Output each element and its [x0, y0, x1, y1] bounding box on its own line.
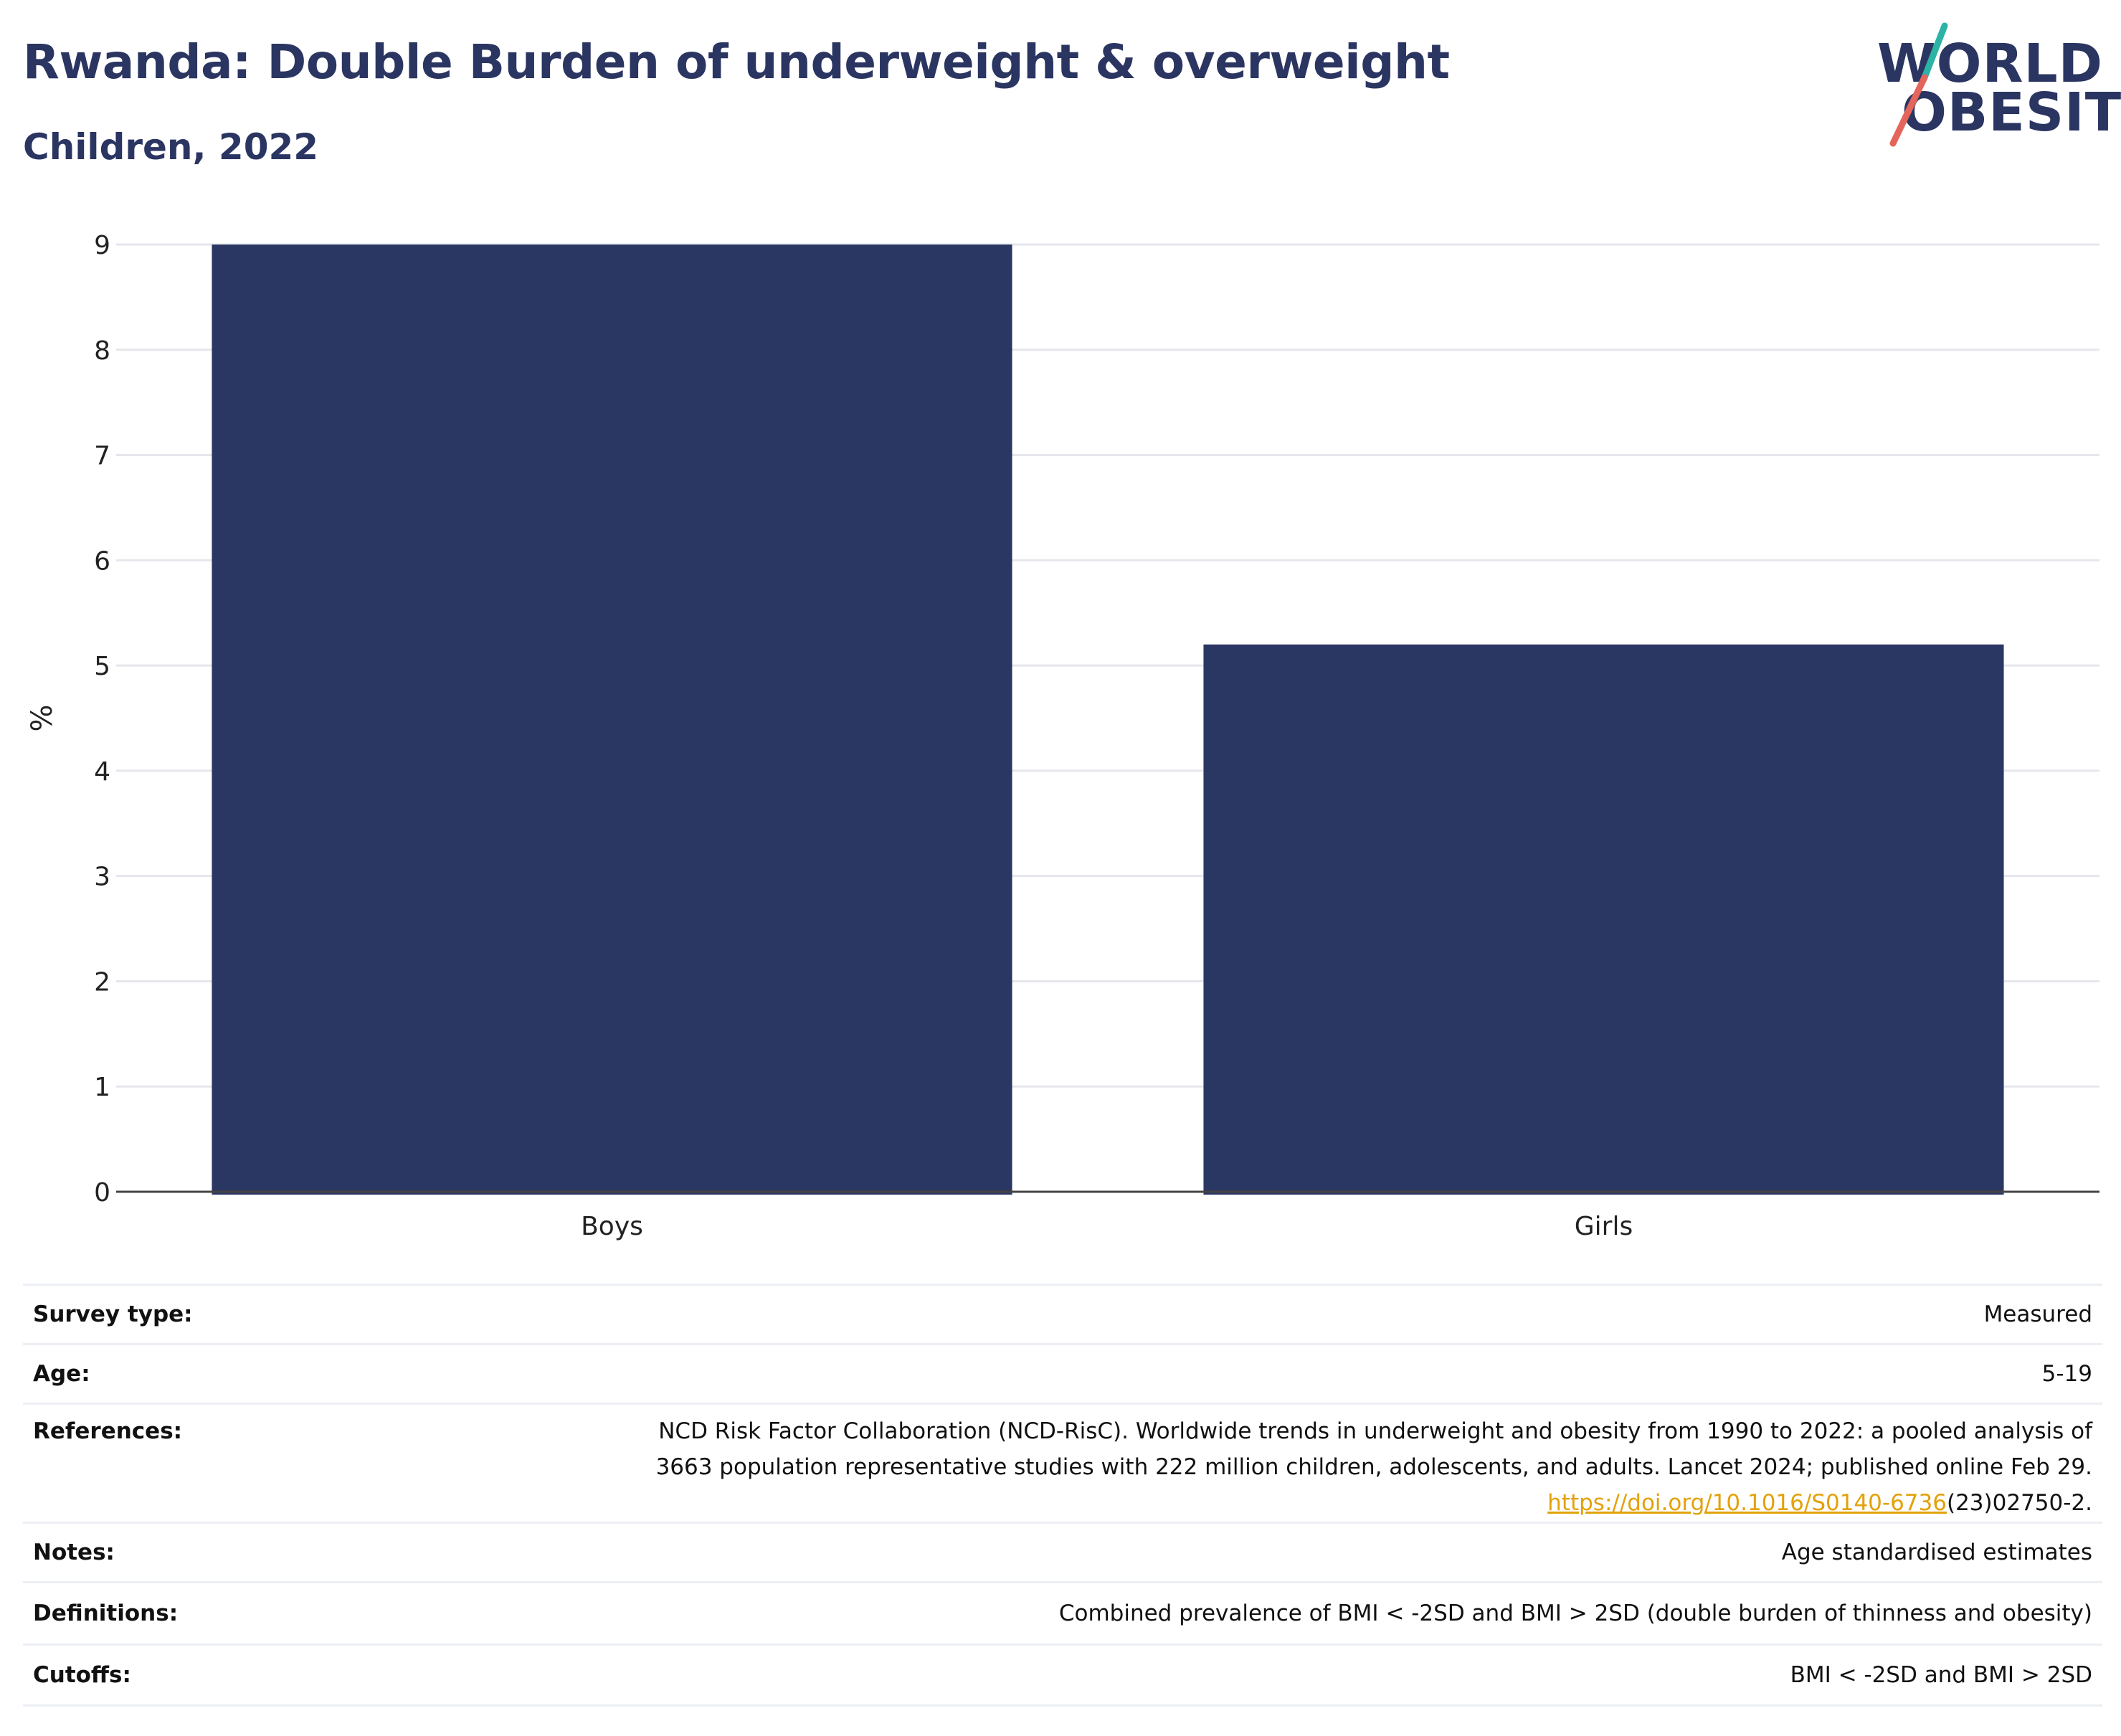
cutoffs-value: BMI < -2SD and BMI > 2SD — [1790, 1662, 2092, 1688]
survey-type-label: Survey type: — [33, 1301, 193, 1327]
y-tick-label: 0 — [94, 1178, 110, 1208]
logo-text-obesity: OBESITY — [1902, 82, 2121, 143]
references-label: References: — [33, 1418, 183, 1444]
y-tick-label: 3 — [94, 863, 110, 892]
references-line-1: NCD Risk Factor Collaboration (NCD-RisC)… — [658, 1418, 2092, 1444]
notes-label: Notes: — [33, 1540, 115, 1565]
y-tick-label: 8 — [94, 336, 110, 366]
survey-type-value: Measured — [1983, 1301, 2092, 1327]
cutoffs-label: Cutoffs: — [33, 1662, 131, 1688]
references-line-2: 3663 population representative studies w… — [655, 1454, 2092, 1480]
info-row-age: Age: 5-19 — [23, 1343, 2102, 1403]
reference-doi-suffix: (23)02750-2. — [1946, 1490, 2092, 1516]
definitions-value: Combined prevalence of BMI < -2SD and BM… — [1058, 1600, 2092, 1626]
y-axis-label: % — [26, 704, 59, 731]
bar-girls — [1203, 644, 2004, 1195]
info-row-references: References: NCD Risk Factor Collaboratio… — [23, 1403, 2102, 1522]
y-tick-label: 4 — [94, 757, 110, 787]
y-tick-label: 5 — [94, 652, 110, 681]
references-value: NCD Risk Factor Collaboration (NCD-RisC)… — [656, 1413, 2102, 1521]
references-line-3: https://doi.org/10.1016/S0140-6736(23)02… — [656, 1485, 2092, 1521]
info-row-survey-type: Survey type: Measured — [23, 1284, 2102, 1343]
info-table: Survey type: Measured Age: 5-19 Referenc… — [23, 1284, 2102, 1707]
age-value: 5-19 — [2041, 1361, 2092, 1387]
chart-title: Rwanda: Double Burden of underweight & o… — [23, 34, 1450, 90]
x-tick-label: Boys — [581, 1212, 643, 1241]
age-label: Age: — [33, 1361, 90, 1387]
y-tick-label: 7 — [94, 442, 110, 471]
info-row-notes: Notes: Age standardised estimates — [23, 1522, 2102, 1581]
y-tick-label: 9 — [94, 231, 110, 260]
bar-chart: 0 1 2 3 4 5 6 7 8 9 Boys Girls% — [26, 231, 2099, 1241]
y-tick-label: 2 — [94, 967, 110, 997]
definitions-label: Definitions: — [33, 1600, 179, 1626]
y-tick-label: 1 — [94, 1073, 110, 1102]
reference-doi-link[interactable]: https://doi.org/10.1016/S0140-6736 — [1547, 1490, 1947, 1516]
info-row-definitions: Definitions: Combined prevalence of BMI … — [23, 1581, 2102, 1643]
x-tick-label: Girls — [1575, 1212, 1633, 1241]
world-obesity-logo: WORLD OBESITY — [1864, 20, 2121, 156]
logo-slash-icon — [1889, 22, 1948, 147]
logo-text-world: WORLD — [1877, 33, 2104, 95]
notes-value: Age standardised estimates — [1781, 1540, 2092, 1565]
y-tick-label: 6 — [94, 546, 110, 576]
info-row-cutoffs: Cutoffs: BMI < -2SD and BMI > 2SD — [23, 1643, 2102, 1707]
chart-subtitle: Children, 2022 — [23, 126, 319, 168]
bar-boys — [212, 245, 1012, 1195]
